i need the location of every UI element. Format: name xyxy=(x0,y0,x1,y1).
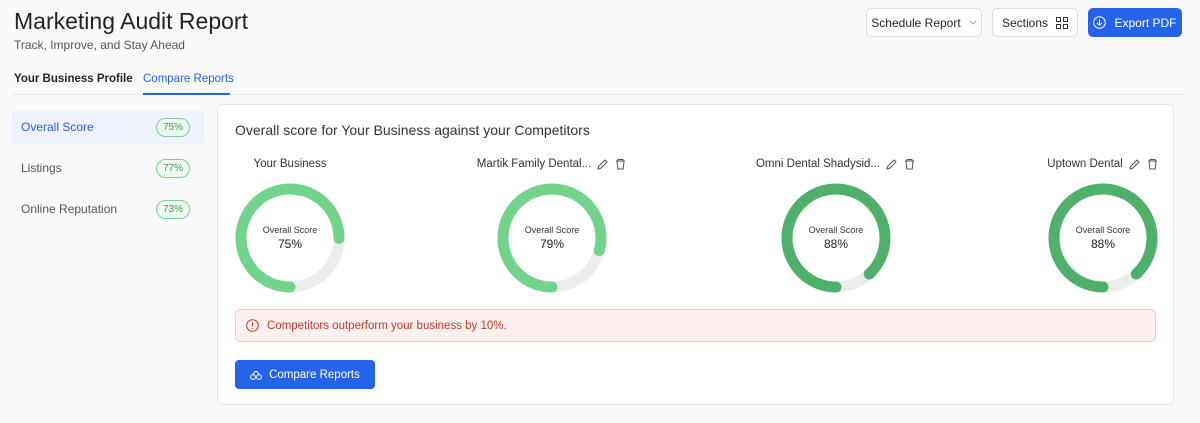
gauge-caption: Overall Score xyxy=(1076,225,1131,235)
icon[interactable] xyxy=(1129,159,1140,170)
gauges: Overall Score 75% Overall Score 79% Overall … xyxy=(235,183,1158,293)
gauge-value: 75% xyxy=(278,237,302,251)
grid-icon xyxy=(1056,16,1069,29)
download-icon xyxy=(1093,16,1107,29)
gauge-name: Martik Family Dental... xyxy=(476,158,592,170)
gauge-arc xyxy=(781,183,891,293)
card: Overall score for Your Business against … xyxy=(217,104,1174,405)
page-subtitle: Track, Improve, and Stay Ahead xyxy=(14,38,185,52)
icon[interactable] xyxy=(597,159,608,170)
export-button[interactable]: Export PDF xyxy=(1088,8,1182,37)
sidebar-badge: 73% xyxy=(155,199,190,219)
gauge-arc xyxy=(1048,183,1158,293)
action-icons xyxy=(1129,159,1157,170)
schedule-button[interactable]: Schedule Report xyxy=(866,8,982,37)
gauge-value: 88% xyxy=(824,237,848,251)
sidebar-item[interactable]: Online Reputation 73% xyxy=(12,192,204,226)
gauge-name: Uptown Dental xyxy=(1047,158,1123,170)
gauge-caption: Overall Score xyxy=(525,225,580,235)
sidebar-label: Overall Score xyxy=(21,120,94,134)
tab-divider xyxy=(12,94,1184,95)
compare-icon xyxy=(250,370,263,380)
gauge-name: Omni Dental Shadysid... xyxy=(755,158,880,170)
sections-button[interactable]: Sections xyxy=(992,8,1078,37)
gauge-caption: Overall Score xyxy=(809,225,864,235)
icon[interactable] xyxy=(1147,159,1157,170)
alert-text: Competitors outperform your business by … xyxy=(267,319,507,332)
gauge-header: Omni Dental Shadysid... xyxy=(716,158,956,170)
compare-button[interactable]: Compare Reports xyxy=(235,360,375,389)
sections-label: Sections xyxy=(1001,15,1049,30)
export-label: Export PDF xyxy=(1114,15,1177,30)
action-icons xyxy=(886,159,914,170)
gauge-header: Your Business xyxy=(170,158,410,170)
gauge-name: Your Business xyxy=(253,158,327,170)
sidebar-label: Listings xyxy=(21,161,62,175)
gauge-value: 88% xyxy=(1091,237,1115,251)
page-title: Marketing Audit Report xyxy=(14,8,248,34)
gauge-value: 79% xyxy=(540,237,564,251)
chevron-icon xyxy=(969,20,977,25)
sidebar-label: Online Reputation xyxy=(21,202,118,216)
sidebar-item[interactable]: Overall Score 75% xyxy=(12,110,204,144)
tab-active[interactable]: Compare Reports xyxy=(143,73,234,85)
gauge-header: Uptown Dental xyxy=(983,158,1200,170)
gauge-arc xyxy=(235,183,345,293)
icon[interactable] xyxy=(616,159,626,170)
icon[interactable] xyxy=(886,159,897,170)
alert-icon xyxy=(246,319,259,332)
schedule-label: Schedule Report xyxy=(871,15,961,30)
alert: Competitors outperform your business by … xyxy=(235,309,1156,342)
compare-label: Compare Reports xyxy=(269,368,360,381)
tab-underline xyxy=(143,93,230,95)
sidebar-badge: 75% xyxy=(155,117,190,137)
icon[interactable] xyxy=(905,159,914,170)
gauge-arc xyxy=(497,183,607,293)
action-icons xyxy=(597,159,626,170)
tab[interactable]: Your Business Profile xyxy=(14,73,133,85)
card-title: Overall score for Your Business against … xyxy=(235,122,590,138)
sidebar-badge: 77% xyxy=(155,158,190,178)
gauge-caption: Overall Score xyxy=(263,225,318,235)
gauge-header: Martik Family Dental... xyxy=(432,158,672,170)
sidebar-item[interactable]: Listings 77% xyxy=(12,151,204,185)
